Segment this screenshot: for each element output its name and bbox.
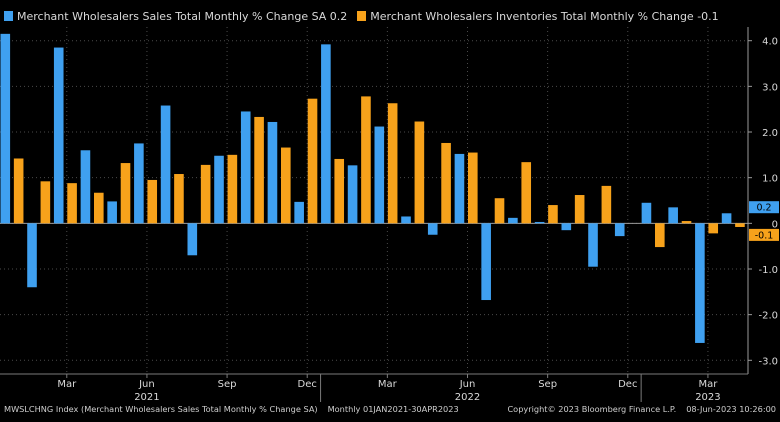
x-tick-label: Mar — [698, 379, 718, 390]
inventories-bar — [174, 174, 184, 224]
footer-copyright: Copyright© 2023 Bloomberg Finance L.P. — [507, 404, 677, 414]
sales-bar — [534, 221, 545, 224]
x-tick-label: Mar — [57, 379, 77, 390]
inventories-bar — [254, 116, 264, 224]
inventories-bar — [13, 158, 24, 224]
inventories-bar — [655, 223, 665, 248]
sales-bar — [27, 223, 37, 288]
footer-source: MWSLCHNG Index (Merchant Wholesalers Sal… — [4, 404, 318, 414]
sales-bar — [214, 155, 224, 224]
y-tick-label: 3.0 — [762, 82, 778, 93]
y-tick-label: 4.0 — [762, 37, 778, 48]
x-tick-label: Dec — [618, 379, 637, 390]
inventories-bar — [307, 98, 318, 224]
y-tick-label: 1.0 — [762, 174, 778, 185]
sales-bar — [427, 223, 438, 235]
sales-bar — [187, 223, 198, 256]
inventories-swatch — [357, 11, 367, 21]
sales-bar — [481, 223, 491, 301]
y-tick-label: -2.0 — [758, 311, 778, 322]
sales-bar — [374, 126, 385, 224]
inventories-bar — [94, 192, 104, 224]
x-tick-label: Sep — [538, 379, 557, 390]
sales-bar — [695, 223, 705, 343]
inventories-bar — [227, 154, 238, 224]
legend-item-inventories: Merchant Wholesalers Inventories Total M… — [357, 9, 719, 23]
sales-bar — [53, 47, 64, 224]
sales-bar — [561, 223, 572, 231]
sales-bar — [454, 153, 465, 224]
year-label: 2023 — [695, 392, 720, 403]
legend-inventories-label: Merchant Wholesalers Inventories Total M… — [370, 9, 719, 23]
sales-bar — [160, 105, 171, 224]
inventories-bar — [334, 158, 345, 224]
inventories-bar — [441, 142, 451, 224]
sales-bar — [641, 202, 652, 224]
inventories-bar — [548, 205, 558, 224]
y-tick-label: 2.0 — [762, 128, 778, 139]
y-tick-label: 0 — [772, 219, 778, 230]
inventories-bar — [281, 147, 291, 224]
inventories-bar — [414, 121, 425, 224]
inventories-bar — [67, 183, 77, 224]
inventories-bar — [521, 162, 532, 224]
sales-bar — [401, 216, 411, 224]
inventories-bar — [468, 152, 478, 224]
sales-bar — [294, 201, 304, 224]
sales-bar — [107, 201, 117, 224]
last-value-badge — [749, 201, 779, 214]
legend: Merchant Wholesalers Sales Total Monthly… — [4, 6, 719, 26]
inventories-bar — [361, 96, 371, 224]
y-tick-label: -1.0 — [758, 265, 778, 276]
year-label: 2021 — [134, 392, 159, 403]
footer: MWSLCHNG Index (Merchant Wholesalers Sal… — [0, 400, 780, 418]
x-tick-label: Dec — [298, 379, 317, 390]
sales-bar — [721, 213, 732, 224]
sales-bar — [614, 223, 625, 237]
footer-period: Monthly 01JAN2021-30APR2023 — [327, 404, 459, 414]
last-value-badge — [749, 228, 779, 241]
inventories-bar — [40, 181, 51, 224]
last-value-label: -0.1 — [755, 230, 774, 241]
inventories-bar — [200, 164, 211, 224]
sales-bar — [240, 111, 251, 224]
x-tick-label: Sep — [218, 379, 237, 390]
sales-bar — [508, 217, 518, 224]
inventories-bar — [574, 195, 585, 224]
sales-bar — [321, 44, 331, 224]
sales-bar — [267, 121, 278, 224]
sales-bar — [588, 223, 598, 267]
inventories-bar — [708, 223, 719, 234]
sales-bar — [134, 143, 144, 224]
sales-bar — [668, 207, 678, 224]
sales-swatch — [4, 11, 13, 21]
inventories-bar — [147, 179, 158, 224]
inventories-bar — [681, 221, 692, 224]
last-value-label: 0.2 — [756, 203, 771, 214]
inventories-bar — [387, 103, 398, 224]
inventories-bar — [120, 163, 131, 224]
inventories-bar — [601, 185, 612, 224]
legend-sales-label: Merchant Wholesalers Sales Total Monthly… — [17, 9, 348, 23]
y-tick-label: -3.0 — [758, 356, 778, 367]
x-tick-label: Jun — [459, 379, 476, 390]
sales-bar — [347, 165, 358, 224]
inventories-bar — [494, 198, 505, 224]
x-tick-label: Jun — [138, 379, 155, 390]
x-tick-label: Mar — [378, 379, 398, 390]
legend-item-sales: Merchant Wholesalers Sales Total Monthly… — [4, 10, 347, 23]
footer-timestamp: 08-Jun-2023 10:26:00 — [686, 404, 776, 414]
sales-bar — [80, 150, 91, 224]
inventories-bar — [735, 223, 745, 227]
sales-bar — [0, 33, 11, 224]
year-label: 2022 — [455, 392, 480, 403]
